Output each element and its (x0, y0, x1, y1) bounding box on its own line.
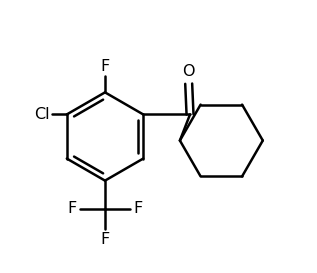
Text: F: F (100, 59, 110, 74)
Text: O: O (183, 64, 195, 79)
Text: F: F (67, 201, 76, 216)
Text: F: F (134, 201, 143, 216)
Text: F: F (100, 232, 110, 247)
Text: Cl: Cl (34, 107, 50, 122)
